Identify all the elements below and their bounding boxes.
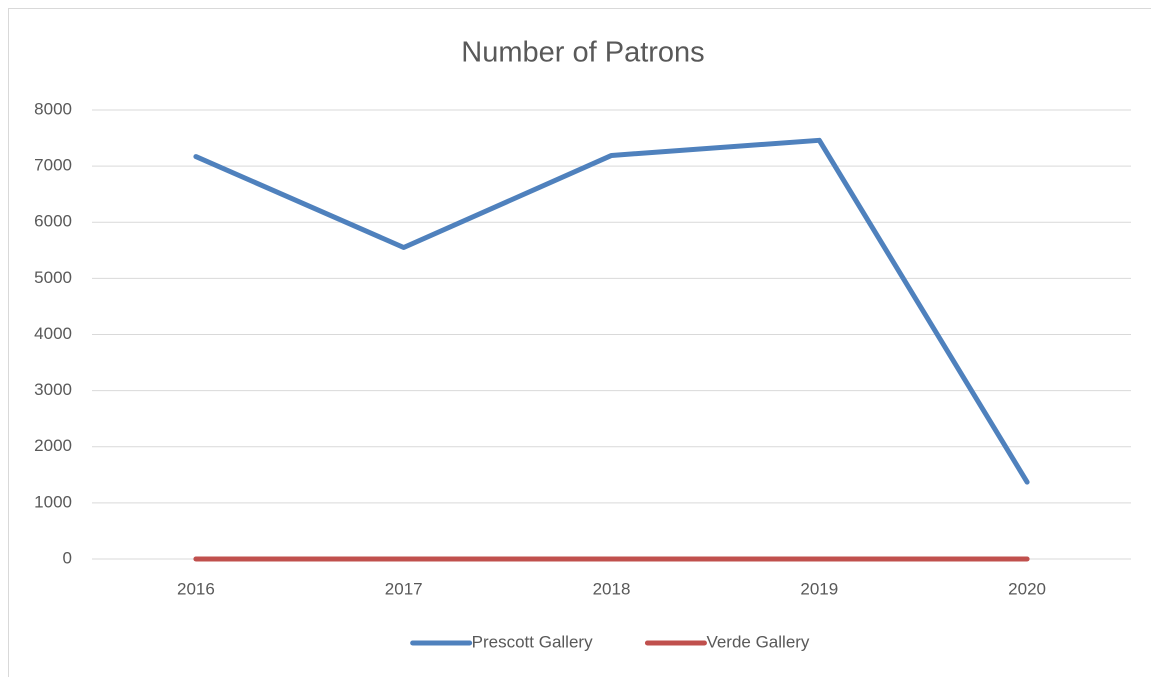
chart-border — [8, 8, 1151, 677]
x-tick-label: 2020 — [1008, 579, 1046, 598]
y-tick-label: 3000 — [34, 380, 72, 399]
x-tick-label: 2017 — [385, 579, 423, 598]
chart-title: Number of Patrons — [461, 37, 704, 69]
x-tick-label: 2018 — [593, 579, 631, 598]
y-tick-label: 1000 — [34, 492, 72, 511]
y-tick-label: 7000 — [34, 156, 72, 175]
y-tick-label: 4000 — [34, 324, 72, 343]
series-line — [193, 137, 1030, 485]
legend-label: Prescott Gallery — [472, 632, 593, 651]
y-tick-label: 8000 — [34, 99, 72, 118]
y-tick-label: 2000 — [34, 436, 72, 455]
x-tick-label: 2019 — [800, 579, 838, 598]
legend-label: Verde Gallery — [706, 632, 809, 651]
x-tick-label: 2016 — [177, 579, 215, 598]
y-tick-label: 0 — [63, 548, 72, 567]
y-tick-label: 6000 — [34, 212, 72, 231]
y-tick-label: 5000 — [34, 268, 72, 287]
